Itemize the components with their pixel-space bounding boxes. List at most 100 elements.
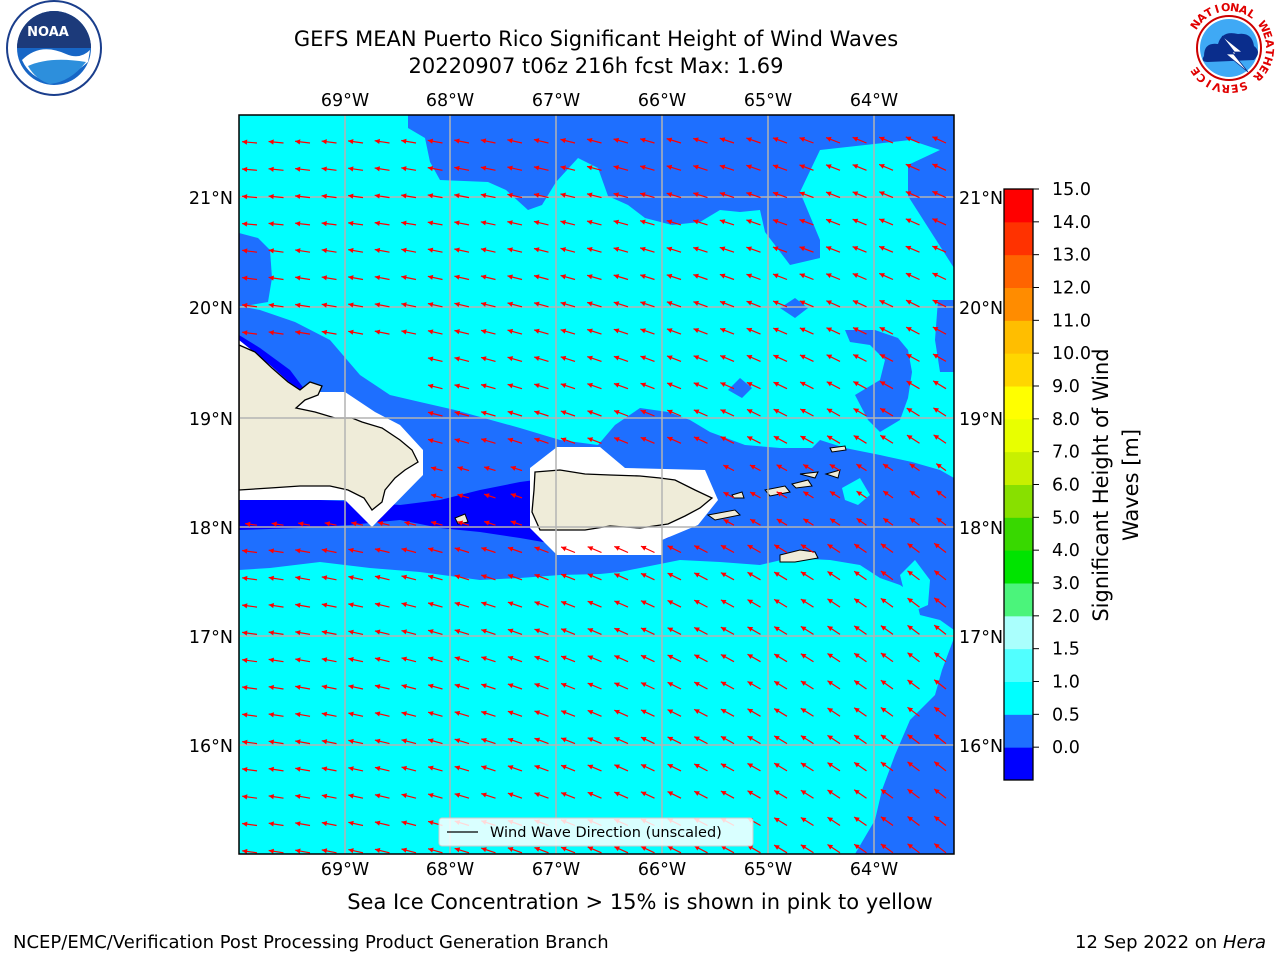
wave-direction-arrowhead	[374, 847, 381, 853]
wave-direction-arrowhead	[694, 545, 700, 551]
wave-direction-arrowhead	[747, 409, 753, 414]
wave-direction-arrowhead	[321, 139, 327, 145]
wave-direction-arrowhead	[560, 355, 567, 361]
wave-direction-arrowhead	[803, 518, 809, 524]
wave-direction-arrowhead	[719, 137, 726, 143]
wave-direction-arrowhead	[614, 437, 620, 442]
wave-direction-arrowhead	[666, 219, 673, 225]
wave-direction-arrowhead	[826, 300, 832, 306]
wave-direction-arrowhead	[481, 847, 487, 853]
colorbar: 15.0 14.0 13.0 12.0 11.0 10.0 9.0 8.0 7.0 6.0 5.0 4…	[1003, 180, 1091, 781]
wave-direction-arrowhead	[799, 218, 806, 224]
wave-direction-arrowhead	[484, 520, 490, 526]
land-anegada	[829, 445, 847, 453]
wave-direction-arrowhead	[853, 435, 860, 441]
wave-direction-arrowhead	[321, 166, 327, 172]
wave-direction-arrowhead	[295, 329, 301, 336]
wave-direction-arrowhead	[773, 409, 780, 414]
colorbar-tick-label: 0.5	[1052, 705, 1080, 725]
wave-field-0.5-1.0-southeast	[855, 638, 954, 854]
wave-direction-arrowhead	[374, 138, 381, 145]
wave-direction-arrowhead	[533, 247, 540, 253]
wave-direction-arrowhead	[800, 708, 807, 714]
wave-direction-arrowhead	[295, 548, 301, 554]
wave-direction-arrowhead	[242, 821, 248, 827]
lon-label-top: 66°W	[638, 91, 686, 111]
wave-direction-arrowhead	[295, 302, 301, 308]
wave-direction-arrowhead	[879, 354, 886, 359]
wave-direction-arrowhead	[454, 765, 461, 771]
nws-ring-letter: O	[1221, 1, 1231, 15]
wave-direction-arrowhead	[827, 708, 834, 713]
wave-direction-arrowhead	[374, 329, 381, 335]
wave-direction-arrowhead	[640, 846, 647, 851]
wave-direction-arrowhead	[934, 788, 940, 795]
wave-direction-arrowhead	[427, 193, 434, 199]
colorbar-swatch	[1004, 353, 1033, 387]
wave-direction-arrowhead	[533, 192, 540, 198]
wave-direction-arrowhead	[507, 383, 514, 389]
wave-direction-arrowhead	[719, 300, 726, 306]
lon-label-bottom: 67°W	[532, 860, 580, 880]
wave-direction-arrowhead	[694, 709, 700, 714]
wave-direction-arrowhead	[561, 682, 567, 688]
wave-direction-arrowhead	[507, 683, 514, 689]
wave-direction-arrowhead	[561, 546, 567, 552]
wave-direction-arrowhead	[614, 737, 620, 742]
wave-direction-arrowhead	[720, 763, 727, 769]
colorbar-swatch	[1004, 747, 1033, 781]
wave-direction-arrowhead	[905, 136, 912, 142]
wave-direction-arrowhead	[720, 790, 727, 796]
footer-date: 12 Sep 2022 on	[1075, 932, 1223, 953]
wave-direction-arrowhead	[321, 821, 328, 827]
wave-direction-arrowhead	[268, 166, 274, 172]
wave-direction-arrowhead	[854, 707, 860, 713]
colorbar-swatch	[1004, 583, 1033, 617]
wave-direction-arrowhead	[295, 793, 301, 800]
wave-direction-arrowhead	[719, 191, 726, 197]
wave-direction-arrowhead	[534, 683, 541, 688]
noaa-logo-text: NOAA	[27, 25, 69, 40]
wave-direction-arrowhead	[507, 710, 514, 716]
wave-direction-arrowhead	[561, 710, 567, 716]
colorbar-title-line-2: Waves [m]	[1119, 428, 1143, 542]
wave-direction-arrowhead	[614, 573, 620, 579]
wave-direction-arrowhead	[401, 547, 407, 553]
wave-direction-arrowhead	[586, 165, 593, 171]
colorbar-tick-label: 7.0	[1052, 443, 1080, 463]
wave-direction-arrowhead	[693, 328, 700, 333]
wave-direction-arrows	[242, 136, 947, 854]
wave-direction-arrowhead	[666, 192, 673, 198]
wave-direction-arrowhead	[719, 164, 726, 170]
wave-direction-arrowhead	[879, 300, 886, 305]
wave-direction-arrowhead	[694, 763, 700, 769]
nws-ring-letter: E	[1260, 29, 1275, 40]
wave-direction-arrowhead	[852, 164, 859, 169]
wave-direction-arrowhead	[934, 597, 940, 603]
wave-direction-arrowhead	[507, 765, 514, 771]
wave-direction-arrowhead	[640, 409, 647, 415]
wave-direction-arrowhead	[587, 846, 594, 852]
wave-direction-arrowhead	[749, 464, 756, 470]
wave-direction-arrowhead	[776, 519, 783, 524]
wave-direction-arrowhead	[667, 545, 674, 551]
wave-direction-arrowhead	[774, 653, 780, 659]
wave-direction-arrowhead	[321, 329, 328, 335]
wave-direction-arrowhead	[747, 626, 754, 632]
wave-direction-arrowhead	[827, 598, 834, 604]
wave-direction-arrowhead	[774, 681, 780, 687]
footer-timestamp: 12 Sep 2022 on Hera	[1075, 932, 1266, 953]
wave-direction-arrowhead	[401, 738, 407, 744]
wave-direction-arrowhead	[934, 570, 940, 576]
wave-direction-arrowhead	[826, 381, 833, 387]
wave-direction-arrowhead	[242, 712, 248, 718]
wave-direction-arrowhead	[880, 844, 887, 850]
wave-direction-arrowhead	[271, 521, 277, 527]
colorbar-tick-label: 5.0	[1052, 508, 1080, 528]
wave-direction-arrowhead	[507, 410, 514, 416]
wave-direction-arrowhead	[348, 166, 354, 172]
wave-direction-arrowhead	[774, 735, 780, 741]
wave-direction-arrowhead	[401, 765, 407, 771]
wave-direction-arrowhead	[507, 356, 514, 362]
wave-direction-arrowhead	[428, 574, 434, 580]
